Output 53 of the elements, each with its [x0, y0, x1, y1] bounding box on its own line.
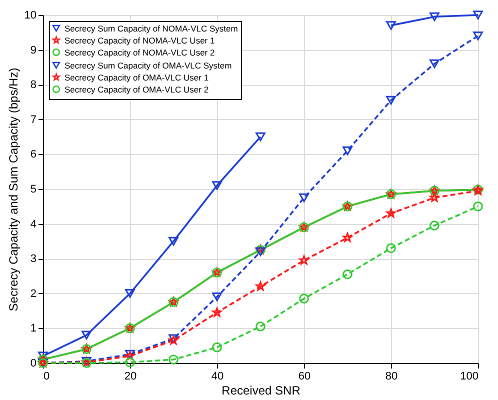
point [168, 354, 178, 364]
point [342, 269, 352, 280]
point [386, 21, 396, 30]
point [342, 232, 352, 242]
point [256, 322, 266, 332]
point [430, 59, 440, 68]
x-tick-label: 20 [124, 370, 137, 382]
x-axis-title: Received SNR [222, 384, 301, 398]
point [473, 201, 483, 212]
point [168, 236, 178, 246]
y-axis-title: Secrecy Capacity and Sum Capacity (bps/Hz) [6, 68, 20, 312]
y-tick-label: 4 [30, 218, 36, 230]
point [82, 330, 92, 340]
point [125, 289, 135, 298]
y-tick-label: 6 [30, 148, 36, 161]
point [342, 146, 352, 156]
legend-label: Secrecy Capacity of OMA-VLC User 2 [64, 84, 209, 94]
y-tick-label: 5 [30, 184, 36, 196]
point [473, 10, 483, 20]
point [125, 357, 135, 368]
x-tick-label: 60 [298, 370, 311, 382]
point [430, 220, 440, 230]
legend-label: Secrecy Capacity of NOMA-VLC User 2 [64, 47, 215, 58]
point [212, 181, 222, 190]
y-tick-label: 8 [30, 79, 36, 92]
point [212, 342, 222, 352]
point [386, 208, 396, 218]
y-tick-label: 2 [30, 288, 36, 300]
legend-label: Secrecy Capacity of NOMA-VLC User 1 [64, 35, 215, 46]
point [386, 243, 396, 254]
legend-label: Secrecy Sum Capacity of OMA-VLC System [64, 60, 232, 70]
legend-label: Secrecy Sum Capacity of NOMA-VLC System [64, 23, 238, 34]
point [256, 282, 266, 291]
y-tick-label: 0 [30, 358, 36, 370]
y-tick-label: 1 [30, 322, 36, 335]
point [256, 132, 266, 142]
x-tick-label: 80 [385, 370, 398, 382]
y-tick-label: 9 [30, 44, 36, 56]
point [473, 32, 483, 40]
y-tick-label: 10 [24, 10, 36, 22]
point [212, 308, 222, 317]
point [299, 255, 309, 264]
x-tick-label: 100 [460, 370, 478, 382]
point [430, 12, 440, 22]
legend-label: Secrecy Capacity of OMA-VLC User 1 [64, 72, 209, 82]
x-tick-label: 40 [211, 370, 224, 382]
x-tick-label: 0 [44, 370, 50, 382]
point [299, 294, 309, 304]
point [386, 96, 396, 105]
y-tick-label: 3 [30, 253, 36, 266]
point [212, 292, 222, 302]
point [299, 193, 309, 202]
y-tick-label: 7 [30, 114, 36, 126]
